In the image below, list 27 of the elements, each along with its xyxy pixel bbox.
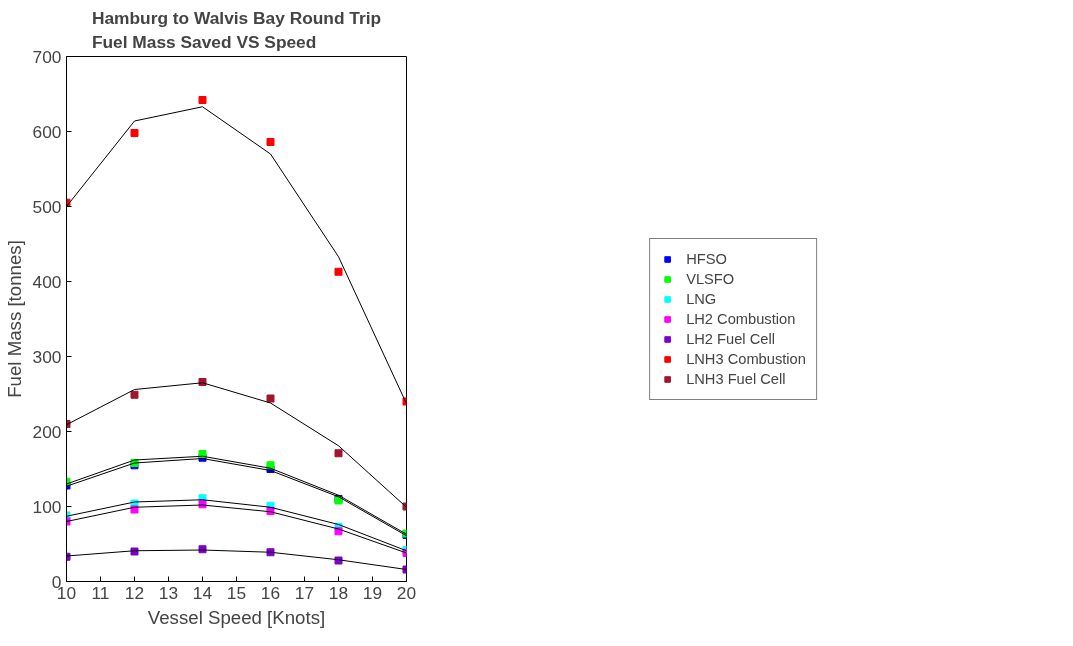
legend-label: LNH3 Combustion xyxy=(686,350,806,367)
x-tick-label: 16 xyxy=(260,582,281,603)
x-tick-label: 18 xyxy=(328,582,349,603)
legend-label: LNH3 Fuel Cell xyxy=(686,370,786,387)
chart-title: Hamburg to Walvis Bay Round Trip Fuel Mass Saved VS Speed xyxy=(91,7,382,52)
legend-label: HFSO xyxy=(686,250,727,267)
y-tick-label: 700 xyxy=(32,46,62,67)
legend-label: LNG xyxy=(686,290,717,307)
y-tick-label: 600 xyxy=(32,121,62,142)
legend-label: LH2 Fuel Cell xyxy=(686,330,775,347)
x-tick-label: 14 xyxy=(192,582,213,603)
x-tick-label: 12 xyxy=(124,582,145,603)
y-tick-label: 300 xyxy=(32,346,62,367)
y-tick-label: 400 xyxy=(32,271,62,292)
x-tick-label: 20 xyxy=(396,582,417,603)
y-tick-label: 100 xyxy=(32,496,62,517)
y-tick-label: 500 xyxy=(32,196,62,217)
y-axis-title: Fuel Mass [tonnes] xyxy=(3,240,25,398)
legend-label: VLSFO xyxy=(686,270,735,287)
x-tick-label: 17 xyxy=(294,582,315,603)
x-tick-label: 13 xyxy=(158,582,179,603)
y-tick-label: 200 xyxy=(32,421,62,442)
x-tick-label: 11 xyxy=(91,582,110,603)
x-axis-title: Vessel Speed [Knots] xyxy=(147,606,326,628)
x-tick-label: 15 xyxy=(226,582,247,603)
legend-label: LH2 Combustion xyxy=(686,310,796,327)
x-tick-label: 19 xyxy=(362,582,383,603)
